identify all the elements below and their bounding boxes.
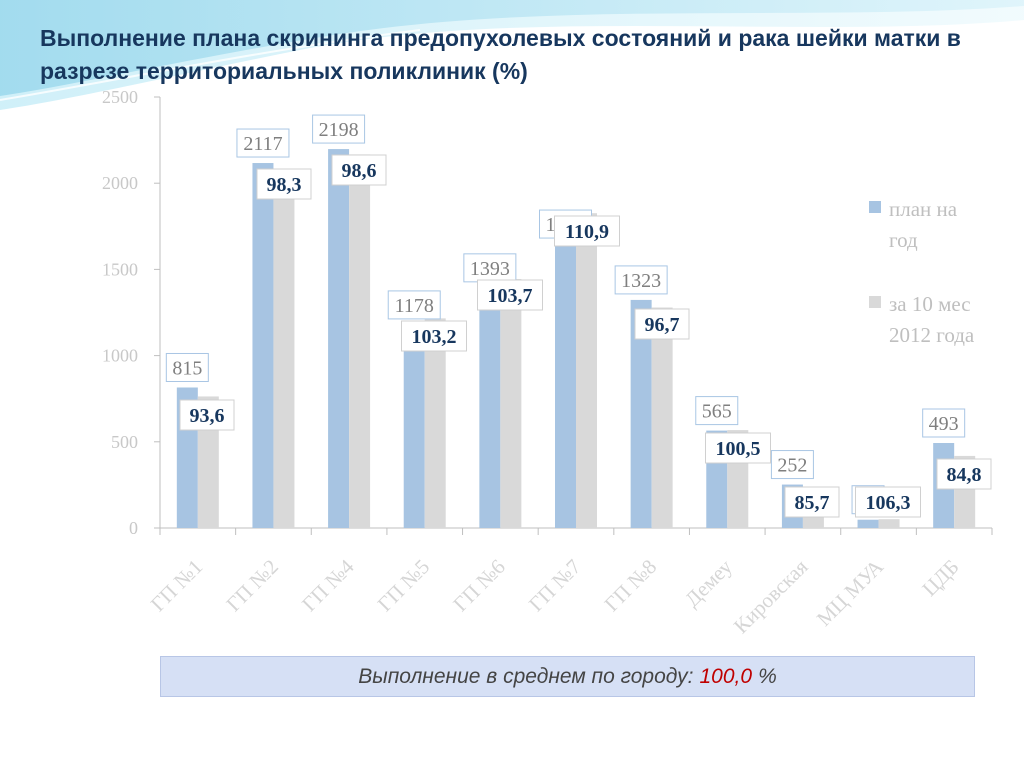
plan-label-box xyxy=(236,128,290,158)
legend-label: план на xyxy=(889,197,958,221)
percent-label: 84,8 xyxy=(947,464,982,486)
percent-label-box xyxy=(855,486,921,518)
city-average-summary: Выполнение в среднем по городу: 100,0 % xyxy=(160,656,975,697)
plan-value-label: 1393 xyxy=(470,258,510,280)
bar-fact xyxy=(500,279,522,528)
bar-plan xyxy=(857,519,879,528)
y-tick-label: 1000 xyxy=(102,346,138,366)
x-category-label: ГП №8 xyxy=(600,555,662,617)
bar-fact xyxy=(651,307,673,528)
bar-plan xyxy=(328,149,350,528)
plan-label-box xyxy=(463,253,517,283)
plan-value-label: 1178 xyxy=(395,295,434,317)
legend-swatch-plan xyxy=(869,201,881,213)
plan-value-label: 252 xyxy=(777,455,807,477)
bar-plan xyxy=(403,324,425,528)
bar-fact xyxy=(576,213,597,528)
x-category-label: ГП №1 xyxy=(146,555,208,617)
x-category-label: ГП №7 xyxy=(524,555,586,617)
legend-swatch-fact xyxy=(869,296,881,308)
percent-label: 98,6 xyxy=(342,160,377,182)
legend-label: 2012 года xyxy=(889,323,975,347)
summary-unit: % xyxy=(758,664,777,688)
plan-value-label: 1323 xyxy=(621,270,661,292)
plan-value-label: 2198 xyxy=(319,119,359,141)
percent-label: 100,5 xyxy=(716,438,761,460)
bar-plan xyxy=(630,299,652,528)
page-title: Выполнение плана скрининга предопухолевы… xyxy=(40,25,961,84)
bar-fact xyxy=(878,519,900,528)
bar-plan xyxy=(252,163,274,528)
bar-plan xyxy=(479,287,501,528)
y-tick-label: 0 xyxy=(129,518,138,538)
legend-label: год xyxy=(889,228,918,252)
bar-fact xyxy=(424,318,446,528)
x-category-label: Демеу xyxy=(680,554,737,611)
x-category-label: Кировская xyxy=(729,554,813,638)
percent-label-box xyxy=(634,308,690,340)
percent-label-box xyxy=(936,458,992,490)
percent-label-box xyxy=(331,154,387,186)
plan-value-label: 815 xyxy=(172,357,202,379)
percent-label-box xyxy=(705,432,771,464)
plan-value-label: 493 xyxy=(929,413,959,435)
percent-label: 103,7 xyxy=(488,285,533,307)
bar-fact xyxy=(349,154,371,529)
plan-label-box xyxy=(614,265,668,295)
x-category-label: ГП №2 xyxy=(221,555,283,617)
percent-label-box xyxy=(477,279,543,311)
bar-plan xyxy=(555,244,576,529)
x-category-label: МЦ МУА xyxy=(812,554,889,631)
percent-label-box xyxy=(554,215,620,247)
percent-label: 96,7 xyxy=(645,314,680,336)
percent-label: 85,7 xyxy=(795,492,830,514)
y-tick-label: 1500 xyxy=(102,259,138,279)
x-category-label: ГП №5 xyxy=(373,555,435,617)
percent-label: 103,2 xyxy=(412,326,457,348)
percent-label: 93,6 xyxy=(190,405,225,427)
plan-label-box xyxy=(387,290,441,320)
percent-label: 110,9 xyxy=(565,221,609,243)
y-tick-label: 500 xyxy=(111,432,138,452)
header-decoration xyxy=(0,0,1024,110)
plan-label-box xyxy=(770,450,814,480)
percent-label-box xyxy=(179,399,235,431)
x-category-label: ЦДБ xyxy=(917,555,963,601)
legend-label: за 10 мес xyxy=(889,292,971,316)
percent-label-box xyxy=(401,320,467,352)
plan-label-box xyxy=(312,114,366,144)
y-tick-label: 2000 xyxy=(102,173,138,193)
x-category-label: ГП №6 xyxy=(448,555,510,617)
plan-value-label: 2117 xyxy=(243,133,282,155)
x-category-label: ГП №4 xyxy=(297,554,359,616)
percent-label-box xyxy=(256,168,312,200)
plan-value-label: 565 xyxy=(702,401,732,423)
y-tick-label: 2500 xyxy=(102,87,138,107)
summary-value: 100,0 xyxy=(699,664,753,688)
plan-label-box xyxy=(695,396,739,426)
plan-label-box xyxy=(922,408,966,438)
summary-label: Выполнение в среднем по городу: xyxy=(358,664,694,688)
percent-label: 106,3 xyxy=(866,492,911,514)
percent-label: 98,3 xyxy=(267,174,302,196)
bar-fact xyxy=(273,169,295,528)
percent-label-box xyxy=(784,486,840,518)
plan-label-box xyxy=(165,352,209,382)
